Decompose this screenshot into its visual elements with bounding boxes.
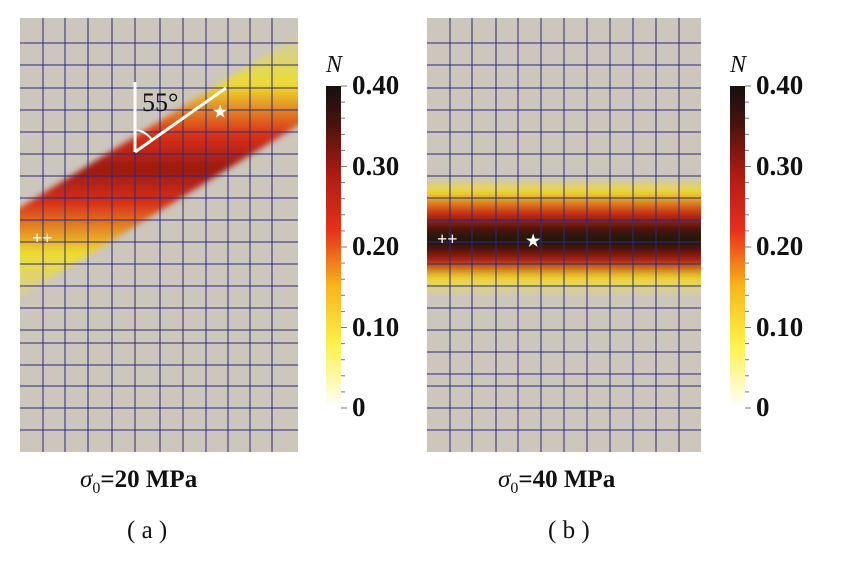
sigma-symbol: σ <box>80 466 93 493</box>
colorbar-tick-label: 0.40 <box>756 70 804 100</box>
panel-b-localization-band <box>427 178 701 296</box>
stress-value: =20 MPa <box>100 466 198 493</box>
colorbar-tick-label: 0.30 <box>352 150 400 181</box>
colorbar-tick-label: 0.20 <box>756 231 804 261</box>
colorbar-tick-label: 0.20 <box>352 231 400 261</box>
panel-b-plot <box>427 18 701 452</box>
colorbar-tick-label: 0.10 <box>352 311 400 342</box>
panel-a-mesh <box>20 18 298 452</box>
colorbar-b <box>730 86 745 408</box>
panel-a-star-marker: ★ <box>213 104 228 121</box>
panel-b-mesh <box>427 18 701 452</box>
angle-incline-line <box>134 86 227 154</box>
panel-b-label: ( b ) <box>548 517 590 544</box>
subscript: 0 <box>92 480 101 497</box>
colorbar-a <box>326 86 341 408</box>
colorbar-b-title: N <box>730 52 747 78</box>
colorbar-tick-label: 0.40 <box>352 70 400 100</box>
angle-label: 55° <box>142 88 179 117</box>
stress-value: =40 MPa <box>518 466 616 493</box>
panel-a-cross-marker: ++ <box>32 228 53 248</box>
sigma-symbol: σ <box>498 466 511 493</box>
angle-arc <box>134 129 153 141</box>
colorbar-minor-ticks <box>341 85 751 409</box>
panel-b-star-marker: ★ <box>526 233 541 250</box>
colorbar-tick-label: 0 <box>352 392 366 422</box>
colorbar-a-title: N <box>326 52 343 78</box>
panel-a-plot <box>20 18 298 452</box>
panel-b-caption: σ0=40 MPa <box>498 466 615 498</box>
subscript: 0 <box>510 480 519 497</box>
panel-a-caption: σ0=20 MPa <box>80 466 197 498</box>
panel-b-cross-marker: ++ <box>437 229 458 249</box>
colorbar-tick-label: 0.10 <box>756 311 804 342</box>
colorbar-tick-label: 0 <box>756 392 770 422</box>
colorbar-tick-label: 0.30 <box>756 150 804 181</box>
panel-a-label: ( a ) <box>127 517 168 544</box>
